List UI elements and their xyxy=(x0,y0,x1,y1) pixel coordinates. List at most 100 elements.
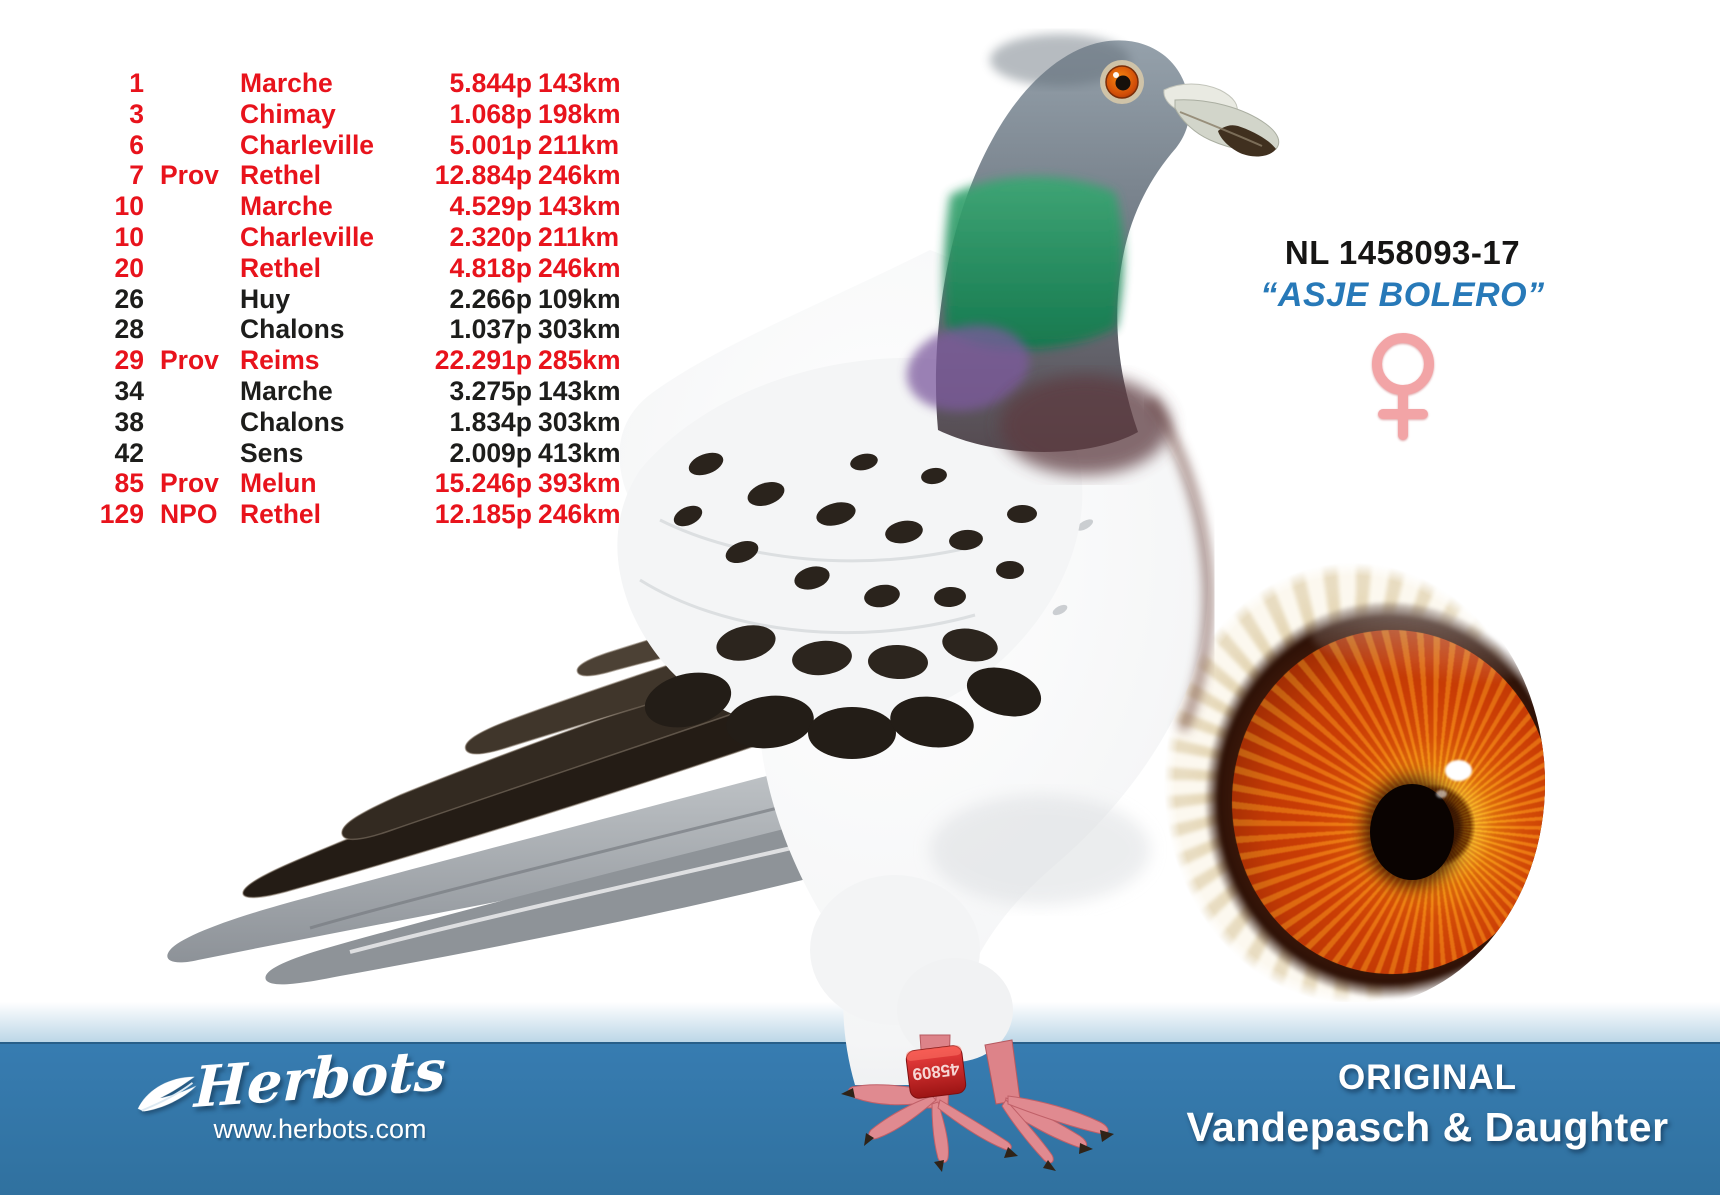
beak-tip xyxy=(1218,125,1276,157)
result-distance: 285km xyxy=(538,345,621,376)
original-label: ORIGINAL xyxy=(1337,1058,1518,1097)
feather-icon xyxy=(137,1076,197,1112)
footer-gradient xyxy=(0,1002,1720,1042)
result-birds: 15.246p xyxy=(434,468,532,499)
result-distance: 109km xyxy=(538,283,621,314)
result-birds: 4.818p xyxy=(449,252,532,283)
result-row: 7 Prov Rethel 12.884p 246km xyxy=(92,160,622,191)
result-row: 29 Prov Reims 22.291p 285km xyxy=(92,345,622,376)
result-distance: 246km xyxy=(538,499,621,530)
result-racepoint: Charleville xyxy=(240,221,375,252)
owner-block: ORIGINAL Vandepasch & Daughter xyxy=(1140,1058,1715,1151)
herbots-brand: Herbots www.herbots.com xyxy=(137,1037,490,1145)
result-position: 3 xyxy=(129,98,144,129)
result-row: 85 Prov Melun 15.246p 393km xyxy=(92,468,622,499)
result-distance: 143km xyxy=(538,191,621,222)
result-distance: 413km xyxy=(538,437,621,468)
chest-speckles xyxy=(973,414,1094,616)
result-racepoint: Huy xyxy=(240,283,291,314)
result-position: 1 xyxy=(129,68,144,98)
result-racepoint: Rethel xyxy=(240,160,321,191)
beak xyxy=(1174,99,1280,152)
ring-number: NL 1458093-17 xyxy=(1284,234,1521,271)
result-position: 85 xyxy=(114,468,144,499)
result-row: 129 NPO Rethel 12.185p 246km xyxy=(92,499,622,530)
result-birds: 4.529p xyxy=(449,191,532,222)
pigeon-body xyxy=(619,250,1215,1085)
result-racepoint: Chalons xyxy=(240,406,345,437)
result-birds: 3.275p xyxy=(449,375,532,406)
result-position: 29 xyxy=(114,345,144,376)
result-level: NPO xyxy=(160,499,218,530)
result-racepoint: Chalons xyxy=(240,314,345,345)
result-birds: 2.320p xyxy=(449,221,532,252)
covert-scallops-large xyxy=(644,667,1042,759)
result-distance: 246km xyxy=(538,160,621,191)
result-racepoint: Marche xyxy=(240,191,333,222)
pigeon-name: “ASJE BOLERO” xyxy=(1260,276,1545,314)
result-position: 20 xyxy=(114,252,144,283)
result-racepoint: Melun xyxy=(240,468,317,499)
beak-wattle xyxy=(1163,83,1238,118)
result-level: Prov xyxy=(160,468,219,499)
result-birds: 2.266p xyxy=(449,283,532,314)
result-position: 6 xyxy=(129,129,144,160)
result-distance: 393km xyxy=(538,468,621,499)
result-row: 38 Chalons 1.834p 303km xyxy=(92,407,622,438)
result-position: 34 xyxy=(114,375,144,406)
eye-highlight xyxy=(1445,760,1472,781)
female-symbol-icon xyxy=(1180,331,1625,451)
result-distance: 211km xyxy=(538,221,620,252)
eye-closeup-photo xyxy=(1160,558,1545,1008)
result-level: Prov xyxy=(160,160,219,191)
result-row: 10 Marche 4.529p 143km xyxy=(92,191,622,222)
result-level: Prov xyxy=(160,345,219,376)
result-distance: 303km xyxy=(538,406,621,437)
result-position: 38 xyxy=(114,406,144,437)
result-position: 28 xyxy=(114,314,144,345)
result-birds: 5.844p xyxy=(449,68,532,98)
result-position: 10 xyxy=(114,191,144,222)
result-distance: 211km xyxy=(538,129,620,160)
result-position: 42 xyxy=(114,437,144,468)
result-birds: 5.001p xyxy=(449,129,532,160)
result-racepoint: Charleville xyxy=(240,129,375,160)
result-birds: 12.185p xyxy=(434,499,532,530)
result-row: 10 Charleville 2.320p 211km xyxy=(92,222,622,253)
head-eye-glint xyxy=(1113,72,1119,78)
eye-pupil xyxy=(1370,784,1454,880)
result-distance: 246km xyxy=(538,252,621,283)
result-row: 20 Rethel 4.818p 246km xyxy=(92,253,622,284)
herbots-logo-text: Herbots xyxy=(193,1037,447,1121)
result-birds: 1.037p xyxy=(449,314,532,345)
result-birds: 12.884p xyxy=(434,160,532,191)
pigeon-wing-primaries xyxy=(242,564,936,899)
pigeon-tail xyxy=(167,740,900,985)
head-eye-cere xyxy=(1100,60,1144,104)
result-row: 34 Marche 3.275p 143km xyxy=(92,376,622,407)
website-url: www.herbots.com xyxy=(213,1114,427,1144)
covert-scallops-small xyxy=(716,625,998,680)
result-racepoint: Marche xyxy=(240,375,333,406)
result-row: 28 Chalons 1.037p 303km xyxy=(92,314,622,345)
result-position: 26 xyxy=(114,283,144,314)
result-position: 7 xyxy=(129,160,144,191)
result-position: 10 xyxy=(114,221,144,252)
result-racepoint: Rethel xyxy=(240,499,321,530)
result-distance: 143km xyxy=(538,68,621,98)
result-birds: 22.291p xyxy=(434,345,532,376)
result-racepoint: Marche xyxy=(240,68,333,98)
result-row: 1 Marche 5.844p 143km xyxy=(92,68,622,99)
shield-check-spots xyxy=(673,452,1037,608)
result-racepoint: Reims xyxy=(240,345,320,376)
result-distance: 303km xyxy=(538,314,621,345)
result-racepoint: Chimay xyxy=(240,98,336,129)
result-distance: 143km xyxy=(538,375,621,406)
eye-highlight-small xyxy=(1436,790,1447,798)
race-results-table: 1 Marche 5.844p 143km 3 Chimay 1.068p 19… xyxy=(92,68,622,530)
pigeon-identity: NL 1458093-17 “ASJE BOLERO” xyxy=(1180,234,1625,451)
result-birds: 1.834p xyxy=(449,406,532,437)
pigeon-wing-shield xyxy=(617,357,1083,759)
head-eye-pupil xyxy=(1115,75,1131,91)
